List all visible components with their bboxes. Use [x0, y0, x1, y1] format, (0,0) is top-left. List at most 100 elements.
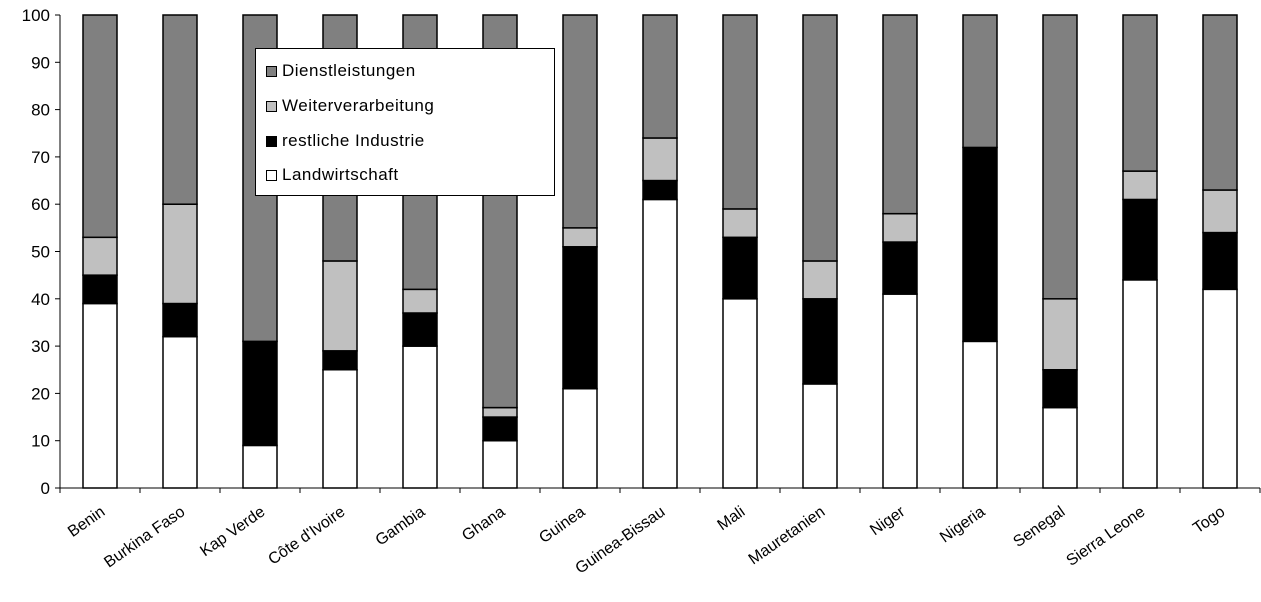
bar-stack	[802, 14, 838, 489]
bar-segment-dienstleistungen	[642, 14, 678, 139]
bar-stack	[162, 14, 198, 489]
bar-segment-landwirtschaft	[162, 335, 198, 489]
legend-item-restliche-industrie: restliche Industrie	[266, 126, 425, 156]
x-tick-label: Togo	[1190, 503, 1228, 537]
bar-segment-landwirtschaft	[802, 383, 838, 489]
y-axis: 0 10 20 30 40 50 60 70 80 90 100	[22, 6, 61, 498]
y-tick-label: 50	[31, 243, 50, 262]
bar-segment-weiterverarbeitung	[322, 260, 358, 352]
x-tick-label: Burkina Faso	[101, 503, 188, 571]
bar-segment-restliche-industrie	[162, 302, 198, 338]
bar-segment-landwirtschaft	[882, 293, 918, 489]
x-tick-label: Sierra Leone	[1063, 503, 1148, 570]
y-tick-label: 70	[31, 148, 50, 167]
bar-segment-dienstleistungen	[162, 14, 198, 205]
x-tick-label: Nigeria	[937, 503, 988, 546]
bar-segment-weiterverarbeitung	[162, 203, 198, 305]
legend-label-landwirtschaft: Landwirtschaft	[282, 165, 399, 184]
bar-segment-restliche-industrie	[482, 416, 518, 442]
bar-segment-restliche-industrie	[882, 241, 918, 295]
bar-segment-restliche-industrie	[802, 298, 838, 385]
x-tick-label: Niger	[867, 503, 909, 539]
bar-stack	[962, 14, 998, 489]
bar-segment-weiterverarbeitung	[1042, 298, 1078, 371]
bar-segment-restliche-industrie	[1122, 198, 1158, 281]
bar-segment-weiterverarbeitung	[1202, 189, 1238, 234]
bar-segment-landwirtschaft	[1122, 279, 1158, 489]
y-tick-label: 100	[22, 6, 50, 25]
x-tick-label: Guinea	[536, 503, 588, 547]
legend-label-dienstleistungen: Dienstleistungen	[282, 61, 416, 80]
bar-stack	[82, 14, 118, 489]
bar-segment-weiterverarbeitung	[802, 260, 838, 300]
bar-stack	[562, 14, 598, 489]
bar-segment-landwirtschaft	[1042, 406, 1078, 489]
bar-segment-dienstleistungen	[722, 14, 758, 210]
y-tick-label: 20	[31, 384, 50, 403]
y-tick-label: 90	[31, 53, 50, 72]
bar-segment-dienstleistungen	[962, 14, 998, 149]
y-tick-label: 10	[31, 432, 50, 451]
bar-segment-restliche-industrie	[402, 312, 438, 347]
bar-segment-weiterverarbeitung	[82, 236, 118, 276]
bar-stack	[1202, 14, 1238, 489]
bar-segment-dienstleistungen	[802, 14, 838, 262]
bar-stack	[642, 14, 678, 489]
bar-segment-landwirtschaft	[322, 369, 358, 489]
bar-segment-dienstleistungen	[1202, 14, 1238, 191]
bar-segment-weiterverarbeitung	[1122, 170, 1158, 201]
bar-stack	[722, 14, 758, 489]
bar-stack	[882, 14, 918, 489]
bar-segment-landwirtschaft	[482, 439, 518, 489]
bar-segment-dienstleistungen	[82, 14, 118, 239]
y-tick-label: 30	[31, 337, 50, 356]
x-tick-label: Senegal	[1010, 503, 1068, 551]
legend-swatch-landwirtschaft	[266, 169, 277, 181]
bar-segment-restliche-industrie	[1042, 369, 1078, 409]
bar-segment-landwirtschaft	[82, 302, 118, 489]
legend-label-weiterverarbeitung: Weiterverarbeitung	[282, 96, 435, 115]
bar-segment-weiterverarbeitung	[562, 227, 598, 248]
bar-segment-landwirtschaft	[722, 298, 758, 489]
x-tick-label: Benin	[65, 503, 108, 540]
x-tick-label: Gambia	[373, 503, 429, 549]
bar-segment-restliche-industrie	[322, 350, 358, 371]
bar-segment-weiterverarbeitung	[722, 208, 758, 239]
bar-segment-weiterverarbeitung	[402, 288, 438, 314]
bar-segment-restliche-industrie	[562, 246, 598, 390]
legend-item-dienstleistungen: Dienstleistungen	[266, 56, 416, 86]
bar-segment-restliche-industrie	[1202, 231, 1238, 291]
bar-segment-landwirtschaft	[242, 444, 278, 489]
x-tick-label: Mauretanien	[746, 503, 829, 568]
bar-segment-dienstleistungen	[1042, 14, 1078, 300]
bar-segment-restliche-industrie	[722, 236, 758, 300]
bar-stack	[1042, 14, 1078, 489]
bar-segment-dienstleistungen	[562, 14, 598, 229]
x-tick-label: Kap Verde	[197, 503, 268, 560]
bar-segment-dienstleistungen	[1122, 14, 1158, 172]
legend-item-weiterverarbeitung: Weiterverarbeitung	[266, 91, 434, 121]
legend-swatch-restliche-industrie	[266, 135, 277, 147]
bar-segment-weiterverarbeitung	[882, 212, 918, 243]
bar-segment-restliche-industrie	[642, 179, 678, 201]
legend-swatch-weiterverarbeitung	[266, 100, 277, 112]
legend: Dienstleistungen Weiterverarbeitung rest…	[255, 48, 555, 196]
bar-segment-landwirtschaft	[1202, 288, 1238, 489]
x-tick-label: Mali	[715, 503, 749, 534]
bar-segment-landwirtschaft	[402, 345, 438, 489]
x-tick-label: Côte d'Ivoire	[265, 503, 348, 568]
y-tick-label: 40	[31, 290, 50, 309]
legend-label-restliche-industrie: restliche Industrie	[282, 131, 425, 150]
bar-stack	[1122, 14, 1158, 489]
bar-segment-restliche-industrie	[962, 146, 998, 343]
y-tick-label: 60	[31, 195, 50, 214]
bar-segment-weiterverarbeitung	[482, 406, 518, 418]
y-tick-label: 80	[31, 101, 50, 120]
bar-segment-dienstleistungen	[882, 14, 918, 215]
bar-segment-landwirtschaft	[642, 198, 678, 489]
y-tick-label: 0	[41, 479, 50, 498]
bar-segment-landwirtschaft	[562, 387, 598, 489]
bar-segment-weiterverarbeitung	[642, 137, 678, 182]
